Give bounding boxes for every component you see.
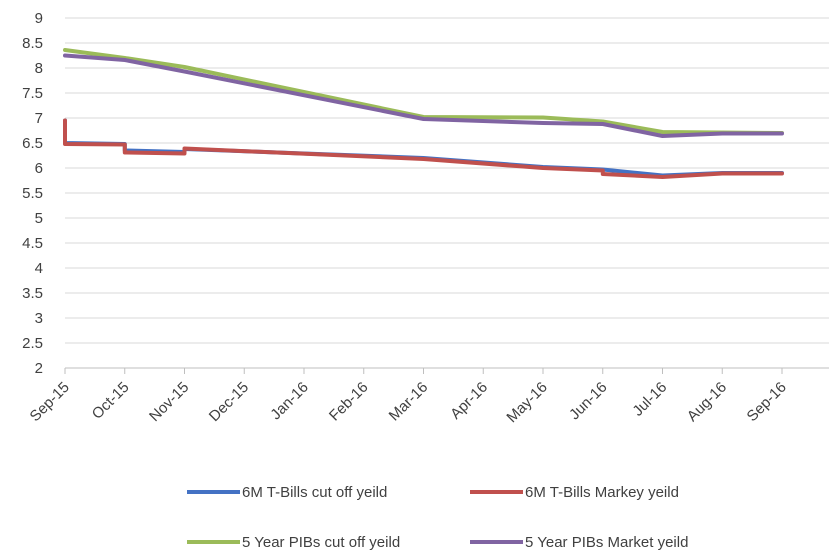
x-tick-label: Sep-15 [27, 379, 73, 425]
x-tick-label: Mar-16 [386, 379, 432, 425]
series-line-2 [63, 118, 784, 179]
y-tick-label: 8.5 [22, 35, 43, 52]
x-tick-label: May-16 [503, 379, 550, 426]
x-tick-label: Feb-16 [326, 379, 372, 425]
y-tick-label: 5.5 [22, 185, 43, 202]
y-tick-label: 7 [35, 110, 43, 127]
x-tick-label: Oct-15 [89, 379, 133, 423]
x-tick-label: Aug-16 [684, 379, 730, 425]
series-line-4 [63, 53, 784, 138]
y-tick-label: 9 [35, 10, 43, 27]
legend-label: 5 Year PIBs cut off yeild [242, 534, 400, 551]
x-axis-ticks: Sep-15 Oct-15 Nov-15 Dec-15 Jan-16 Feb-16 Mar-… [27, 368, 790, 426]
y-tick-label: 6.5 [22, 135, 43, 152]
x-tick-label: Jun-16 [566, 379, 610, 423]
x-tick-label: Jan-16 [267, 379, 311, 423]
x-tick-label: Sep-16 [744, 379, 790, 425]
x-tick-label: Apr-16 [447, 379, 491, 423]
y-tick-label: 3 [35, 310, 43, 327]
y-tick-label: 7.5 [22, 85, 43, 102]
series-lines [63, 48, 784, 179]
y-tick-label: 8 [35, 60, 43, 77]
series-line-1 [63, 118, 784, 178]
y-tick-label: 6 [35, 160, 43, 177]
y-tick-label: 2.5 [22, 335, 43, 352]
legend-label: 6M T-Bills cut off yeild [242, 484, 387, 501]
x-tick-label: Nov-15 [146, 379, 192, 425]
y-tick-label: 2 [35, 360, 43, 377]
y-tick-label: 4.5 [22, 235, 43, 252]
legend-label: 5 Year PIBs Market yeild [525, 534, 688, 551]
x-tick-label: Dec-15 [206, 379, 252, 425]
y-tick-label: 5 [35, 210, 43, 227]
y-tick-label: 3.5 [22, 285, 43, 302]
legend-label: 6M T-Bills Markey yeild [525, 484, 679, 501]
x-tick-label: Jul-16 [629, 379, 670, 420]
y-tick-label: 4 [35, 260, 43, 277]
legend: 6M T-Bills cut off yeild 6M T-Bills Marke… [187, 484, 688, 551]
y-axis-ticks: 2 2.5 3 3.5 4 4.5 5 5.5 6 6.5 7 7.5 8 8.5 9 [22, 10, 43, 377]
